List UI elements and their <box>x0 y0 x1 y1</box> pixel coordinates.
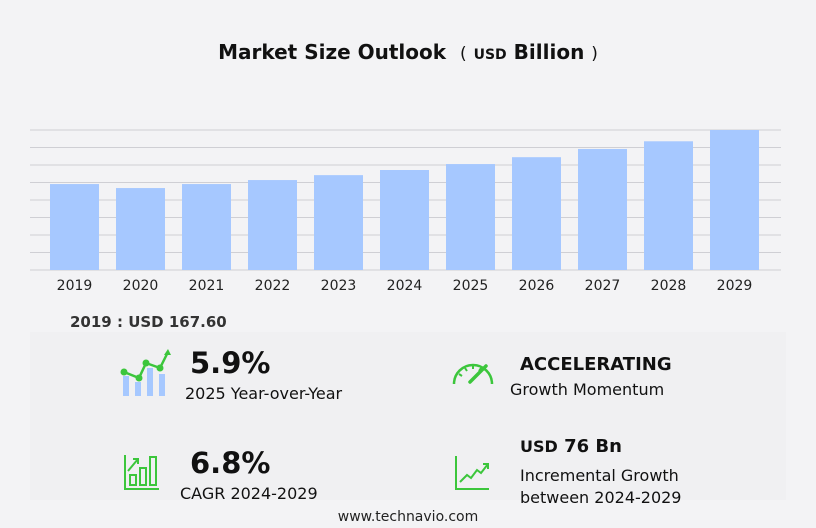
bar-2020 <box>116 188 165 270</box>
bar-line-growth-icon <box>120 349 171 396</box>
yoy-value: 5.9% <box>190 346 271 380</box>
cagr-label: CAGR 2024-2029 <box>180 484 318 503</box>
x-tick-label: 2019 <box>57 278 93 294</box>
speedometer-icon <box>452 363 494 385</box>
bar-2019 <box>50 184 99 270</box>
x-tick-label: 2024 <box>387 278 423 294</box>
incremental-label: Incremental Growth <box>520 466 679 485</box>
x-tick-label: 2029 <box>717 278 753 294</box>
momentum-label: Growth Momentum <box>510 380 665 399</box>
x-tick-label: 2022 <box>255 278 291 294</box>
momentum-value: ACCELERATING <box>520 354 672 375</box>
bar-2027 <box>578 148 627 270</box>
bar-chart: 2019 2020 2021 2022 2023 2024 2025 2026 2027 2028… <box>30 129 781 294</box>
trend-line-icon <box>455 456 489 490</box>
x-tick-label: 2025 <box>453 278 489 294</box>
x-tick-label: 2026 <box>519 278 555 294</box>
bar-2022 <box>248 180 297 270</box>
x-tick-label: 2021 <box>189 278 225 294</box>
bar-2024 <box>380 170 429 270</box>
cagr-value: 6.8% <box>190 446 271 480</box>
chart-title: Market Size Outlook ( USD Billion ) <box>218 40 598 64</box>
x-tick-label: 2023 <box>321 278 357 294</box>
incremental-value: USD 76 Bn <box>520 436 622 457</box>
x-tick-label: 2028 <box>651 278 687 294</box>
bar-chart-arrow-icon <box>124 455 159 490</box>
footer-url: www.technavio.com <box>337 509 479 525</box>
bar-2023 <box>314 175 363 270</box>
yoy-label: 2025 Year-over-Year <box>185 384 343 403</box>
bar-2025 <box>446 164 495 270</box>
bar-2026 <box>512 157 561 270</box>
bar-2028 <box>644 141 693 270</box>
bar-2021 <box>182 184 231 270</box>
base-year-value: 2019 : USD 167.60 <box>70 313 227 331</box>
incremental-period: between 2024-2029 <box>520 488 682 507</box>
bar-2029 <box>710 130 759 270</box>
x-tick-label: 2020 <box>123 278 159 294</box>
x-tick-label: 2027 <box>585 278 621 294</box>
